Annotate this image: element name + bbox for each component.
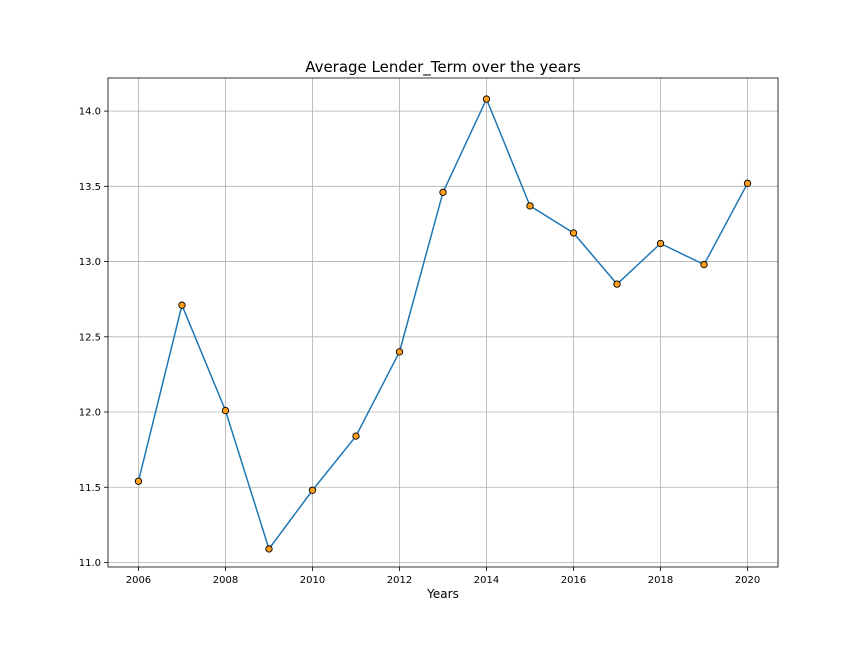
y-tick-label: 12.5	[79, 332, 101, 343]
y-tick-label: 11.5	[79, 483, 101, 494]
x-tick-label: 2010	[300, 575, 325, 586]
plot-frame	[107, 77, 779, 568]
data-point	[395, 348, 404, 356]
data-point	[743, 179, 752, 187]
axes: 2006 2008 2010 2012 2014 2016 2018 2020 11.0 11.5…	[79, 77, 779, 586]
data-point	[308, 486, 317, 494]
data-point	[134, 477, 143, 485]
x-tick-label: 2012	[387, 575, 412, 586]
x-tick-label: 2014	[474, 575, 499, 586]
data-point	[482, 95, 491, 103]
data-point	[613, 280, 621, 288]
data-point	[265, 545, 273, 553]
data-point	[439, 188, 447, 197]
data-point	[526, 202, 534, 210]
data-point	[352, 432, 360, 440]
x-tick-label: 2016	[561, 575, 586, 586]
y-tick-label: 11.0	[79, 558, 101, 569]
x-tick-label: 2018	[648, 575, 673, 586]
x-tick-label: 2006	[126, 575, 151, 586]
data-series	[134, 95, 752, 553]
y-tick-label: 13.0	[79, 257, 101, 268]
gridlines	[108, 78, 778, 567]
chart-title: Average Lender_Term over the years	[305, 58, 581, 77]
x-tick-label: 2020	[735, 575, 760, 586]
y-tick-label: 14.0	[79, 107, 101, 118]
x-tick-label: 2008	[213, 575, 238, 586]
y-tick-label: 13.5	[79, 182, 101, 193]
data-point	[178, 301, 186, 309]
series-line	[137, 97, 749, 551]
data-point	[569, 229, 578, 237]
data-point	[656, 239, 665, 248]
data-point	[221, 406, 230, 415]
x-axis-label: Years	[426, 587, 459, 601]
y-tick-label: 12.0	[79, 408, 101, 419]
data-point	[700, 260, 708, 269]
